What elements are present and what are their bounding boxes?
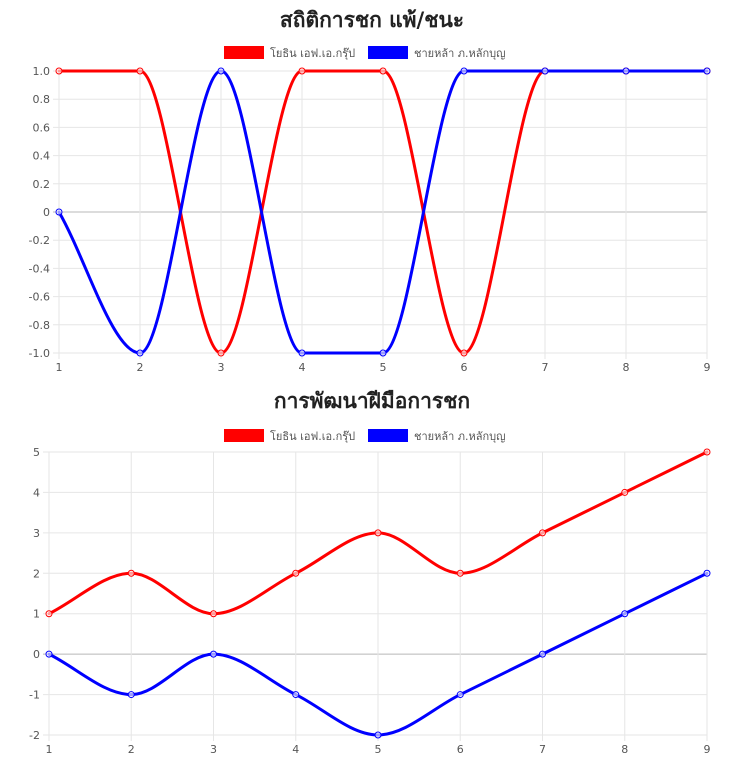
win-loss-chart: สถิติการชก แพ้/ชนะโยธิน เอฟ.เอ.กรุ๊ป ชายห… [0, 0, 744, 385]
data-point [210, 650, 217, 658]
data-point [136, 349, 144, 357]
y-tick-label: -1.0 [29, 347, 50, 360]
data-point [136, 67, 144, 75]
x-tick-label: 5 [380, 361, 387, 374]
y-tick-label: 4 [33, 486, 40, 499]
data-point [539, 529, 546, 537]
legend-swatch-1 [224, 46, 264, 59]
y-tick-label: -1 [29, 689, 40, 702]
data-point [621, 488, 629, 496]
x-tick-label: 7 [542, 361, 549, 374]
y-tick-label: -0.4 [29, 262, 50, 275]
x-tick-label: 6 [461, 361, 468, 374]
y-tick-label: -0.6 [29, 291, 50, 304]
data-point [217, 349, 225, 357]
data-point [621, 610, 629, 618]
data-point [45, 650, 53, 658]
y-tick-label: -2 [29, 729, 40, 742]
x-tick-label: 1 [56, 361, 63, 374]
data-point [622, 67, 630, 75]
data-point [541, 67, 549, 75]
x-tick-label: 9 [704, 361, 711, 374]
data-point [292, 569, 300, 577]
data-point [703, 569, 711, 577]
data-point [127, 691, 135, 699]
x-tick-label: 8 [623, 361, 630, 374]
data-point [374, 731, 382, 739]
data-point [45, 610, 53, 618]
y-tick-label: 0.2 [33, 178, 51, 191]
chart-title: สถิติการชก แพ้/ชนะ [280, 8, 464, 32]
data-point [298, 67, 306, 75]
legend-swatch-2 [368, 429, 408, 442]
data-point [127, 569, 135, 577]
y-tick-label: -0.2 [29, 234, 50, 247]
skill-development-chart: การพัฒนาฝีมือการชกโยธิน เอฟ.เอ.กรุ๊ป ชายห… [0, 385, 744, 771]
x-tick-label: 1 [46, 743, 53, 756]
x-tick-label: 3 [218, 361, 225, 374]
legend-label-2: ชายหล้า ภ.หลักบุญ [414, 430, 506, 443]
legend-swatch-1 [224, 429, 264, 442]
data-point [298, 349, 306, 357]
legend-swatch-2 [368, 46, 408, 59]
data-point [210, 610, 217, 618]
data-point [55, 67, 63, 75]
legend-label-1: โยธิน เอฟ.เอ.กรุ๊ป [270, 46, 355, 60]
legend-label-2: ชายหล้า ภ.หลักบุญ [414, 47, 506, 60]
x-tick-label: 4 [292, 743, 299, 756]
data-point [292, 691, 300, 699]
data-point [460, 67, 468, 75]
x-tick-label: 7 [539, 743, 546, 756]
data-point [379, 67, 387, 75]
x-tick-label: 2 [128, 743, 135, 756]
data-point [456, 569, 464, 577]
data-point [55, 208, 63, 216]
data-point [460, 349, 468, 357]
y-tick-label: 0.4 [33, 150, 51, 163]
chart-title: การพัฒนาฝีมือการชก [274, 389, 470, 413]
data-point [456, 691, 464, 699]
data-point [379, 349, 387, 357]
data-point [703, 448, 711, 456]
x-tick-label: 3 [210, 743, 217, 756]
series-line-2 [57, 69, 709, 355]
y-tick-label: -0.8 [29, 319, 50, 332]
x-tick-label: 6 [457, 743, 464, 756]
x-tick-label: 8 [621, 743, 628, 756]
x-tick-label: 9 [704, 743, 711, 756]
data-point [217, 67, 225, 75]
x-tick-label: 2 [137, 361, 144, 374]
y-tick-label: 0.8 [33, 93, 51, 106]
data-point [703, 67, 711, 75]
x-tick-label: 4 [299, 361, 306, 374]
data-point [374, 529, 382, 537]
y-tick-label: 0.6 [33, 121, 51, 134]
y-tick-label: 1 [33, 608, 40, 621]
y-tick-label: 0 [43, 206, 50, 219]
y-tick-label: 0 [33, 648, 40, 661]
legend-label-1: โยธิน เอฟ.เอ.กรุ๊ป [270, 429, 355, 443]
x-tick-label: 5 [375, 743, 382, 756]
y-tick-label: 3 [33, 527, 40, 540]
data-point [539, 650, 546, 658]
y-tick-label: 2 [33, 567, 40, 580]
y-tick-label: 5 [33, 446, 40, 459]
y-tick-label: 1.0 [33, 65, 51, 78]
